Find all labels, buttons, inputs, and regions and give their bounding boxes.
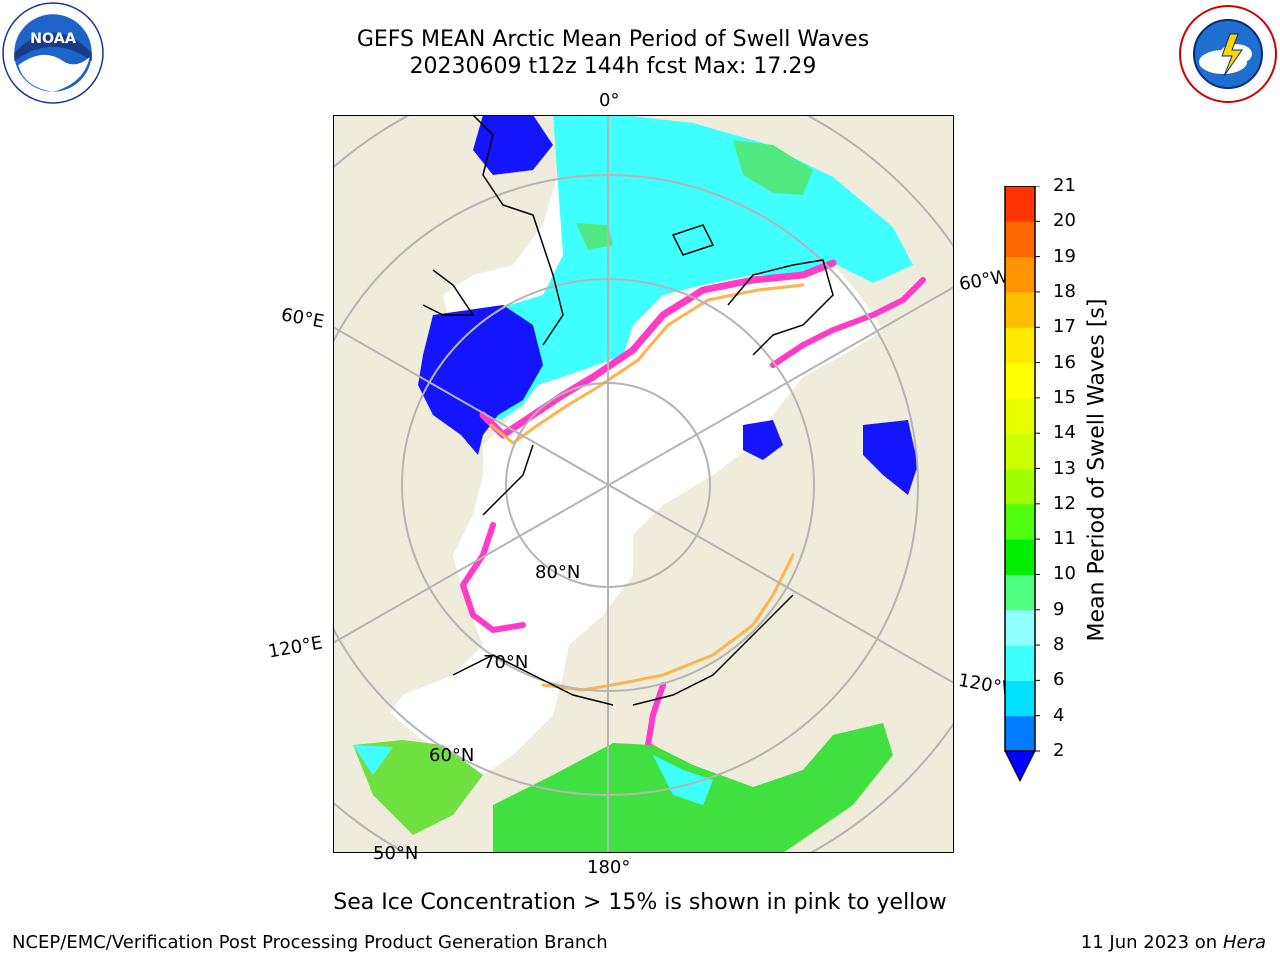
noaa-logo: NOAA [2, 2, 104, 104]
colorbar-segment [1005, 362, 1035, 399]
colorbar-tick-label: 20 [1053, 210, 1076, 232]
colorbar-tick-label: 14 [1053, 422, 1076, 444]
swell-patch-long [576, 223, 613, 250]
colorbar-segment [1005, 574, 1035, 611]
lon-label-120e: 120°E [266, 632, 325, 663]
ocean-region [373, 170, 913, 785]
colorbar-tick-label: 16 [1053, 351, 1076, 373]
sea-ice-edge [541, 553, 795, 692]
colorbar-segment [1005, 256, 1035, 293]
colorbar-label: Mean Period of Swell Waves [s] [1084, 298, 1110, 642]
colorbar-segment [1005, 715, 1035, 752]
colorbar-segment [1005, 468, 1035, 505]
chart-title: GEFS MEAN Arctic Mean Period of Swell Wa… [356, 27, 870, 52]
sea-ice-edge [770, 277, 926, 368]
colorbar-segment [1005, 609, 1035, 646]
swell-patch-long [733, 140, 813, 195]
colorbar-segment [1005, 433, 1035, 469]
lon-label-60e: 60°E [279, 304, 326, 333]
colorbar [1004, 186, 1040, 783]
swell-region-barents [418, 305, 543, 455]
lon-label-0: 0° [599, 90, 620, 111]
colorbar-tick-label: 9 [1053, 598, 1065, 620]
sea-ice-edge [489, 283, 805, 445]
colorbar-segment [1005, 327, 1035, 364]
lat-label-80n: 80°N [535, 562, 581, 583]
colorbar-tick-label: 8 [1053, 634, 1065, 656]
sea-ice-note: Sea Ice Concentration > 15% is shown in … [333, 890, 947, 915]
footer-timestamp: 11 Jun 2023 on Hera [1081, 932, 1266, 953]
lat-label-60n: 60°N [429, 745, 475, 766]
colorbar-tick-label: 6 [1053, 669, 1065, 691]
footer-credit: NCEP/EMC/Verification Post Processing Pr… [12, 932, 608, 953]
colorbar-tick-label: 18 [1053, 280, 1076, 302]
forecast-subtitle: 20230609 t12z 144h fcst Max: 17.29 [409, 54, 817, 79]
lat-label-50n: 50°N [373, 843, 419, 864]
colorbar-tick-label: 10 [1053, 563, 1076, 585]
swell-region-okhotsk [353, 740, 483, 835]
colorbar-segment [1005, 539, 1035, 575]
colorbar-segment [1005, 291, 1035, 328]
colorbar-tick-label: 17 [1053, 316, 1076, 338]
footer-date: 11 Jun 2023 on [1080, 932, 1218, 953]
colorbar-tick-label: 13 [1053, 457, 1076, 479]
meridian-120 [333, 286, 954, 644]
polar-map [333, 115, 954, 853]
sea-ice-edge [460, 522, 526, 633]
colorbar-segment [1005, 186, 1035, 222]
colorbar-tick-label: 4 [1053, 704, 1065, 726]
swell-region-hudson [863, 420, 918, 495]
swell-region-pacific-cyan [653, 755, 713, 805]
swell-region-baffin [743, 420, 783, 460]
nws-logo [1179, 5, 1277, 103]
colorbar-tick-label: 15 [1053, 386, 1076, 408]
colorbar-tick-label: 2 [1053, 740, 1065, 761]
colorbar-tick-label: 21 [1053, 175, 1076, 196]
coastlines [422, 115, 834, 706]
colorbar-segment [1005, 680, 1035, 717]
lon-label-180: 180° [587, 857, 631, 878]
colorbar-segment [1005, 397, 1035, 434]
colorbar-segment [1005, 503, 1035, 540]
colorbar-tick-label: 11 [1053, 528, 1076, 550]
colorbar-tick-label: 12 [1053, 492, 1076, 514]
swell-region-barents-top [473, 115, 553, 175]
colorbar-tick-label: 19 [1053, 245, 1076, 267]
colorbar-extend-arrow [1004, 750, 1036, 783]
colorbar-segment [1005, 645, 1035, 681]
footer-host: Hera [1222, 932, 1266, 953]
meridian-60 [333, 326, 954, 684]
svg-text:NOAA: NOAA [30, 31, 76, 47]
colorbar-segment [1005, 221, 1035, 258]
lat-label-70n: 70°N [483, 652, 529, 673]
swell-region-okhotsk-cyan [353, 745, 393, 775]
sea-ice-edge [479, 259, 837, 439]
